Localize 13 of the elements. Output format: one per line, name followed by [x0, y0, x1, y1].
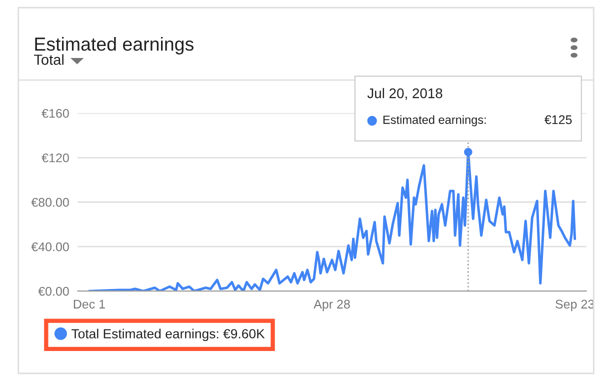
legend-label: Total Estimated earnings: €9.60K [72, 328, 265, 342]
annotation: Estimated earnings: [383, 115, 486, 126]
x-tick-label: Apr 28 [314, 300, 350, 312]
y-tick-label: €160 [42, 108, 69, 118]
chart-subtitle: Total [34, 54, 64, 65]
y-tick-label: €0.00 [38, 286, 69, 296]
y-tick-label: €120 [42, 153, 69, 162]
text: Jul 20, 2018 [367, 88, 442, 100]
chart-title: Estimated earnings [35, 36, 194, 54]
y-tick-label: €40.00 [31, 242, 69, 252]
y-tick-label: €80.00 [31, 198, 69, 207]
x-tick-label: Dec 1 [74, 300, 105, 309]
annotation: €125 [544, 115, 572, 124]
